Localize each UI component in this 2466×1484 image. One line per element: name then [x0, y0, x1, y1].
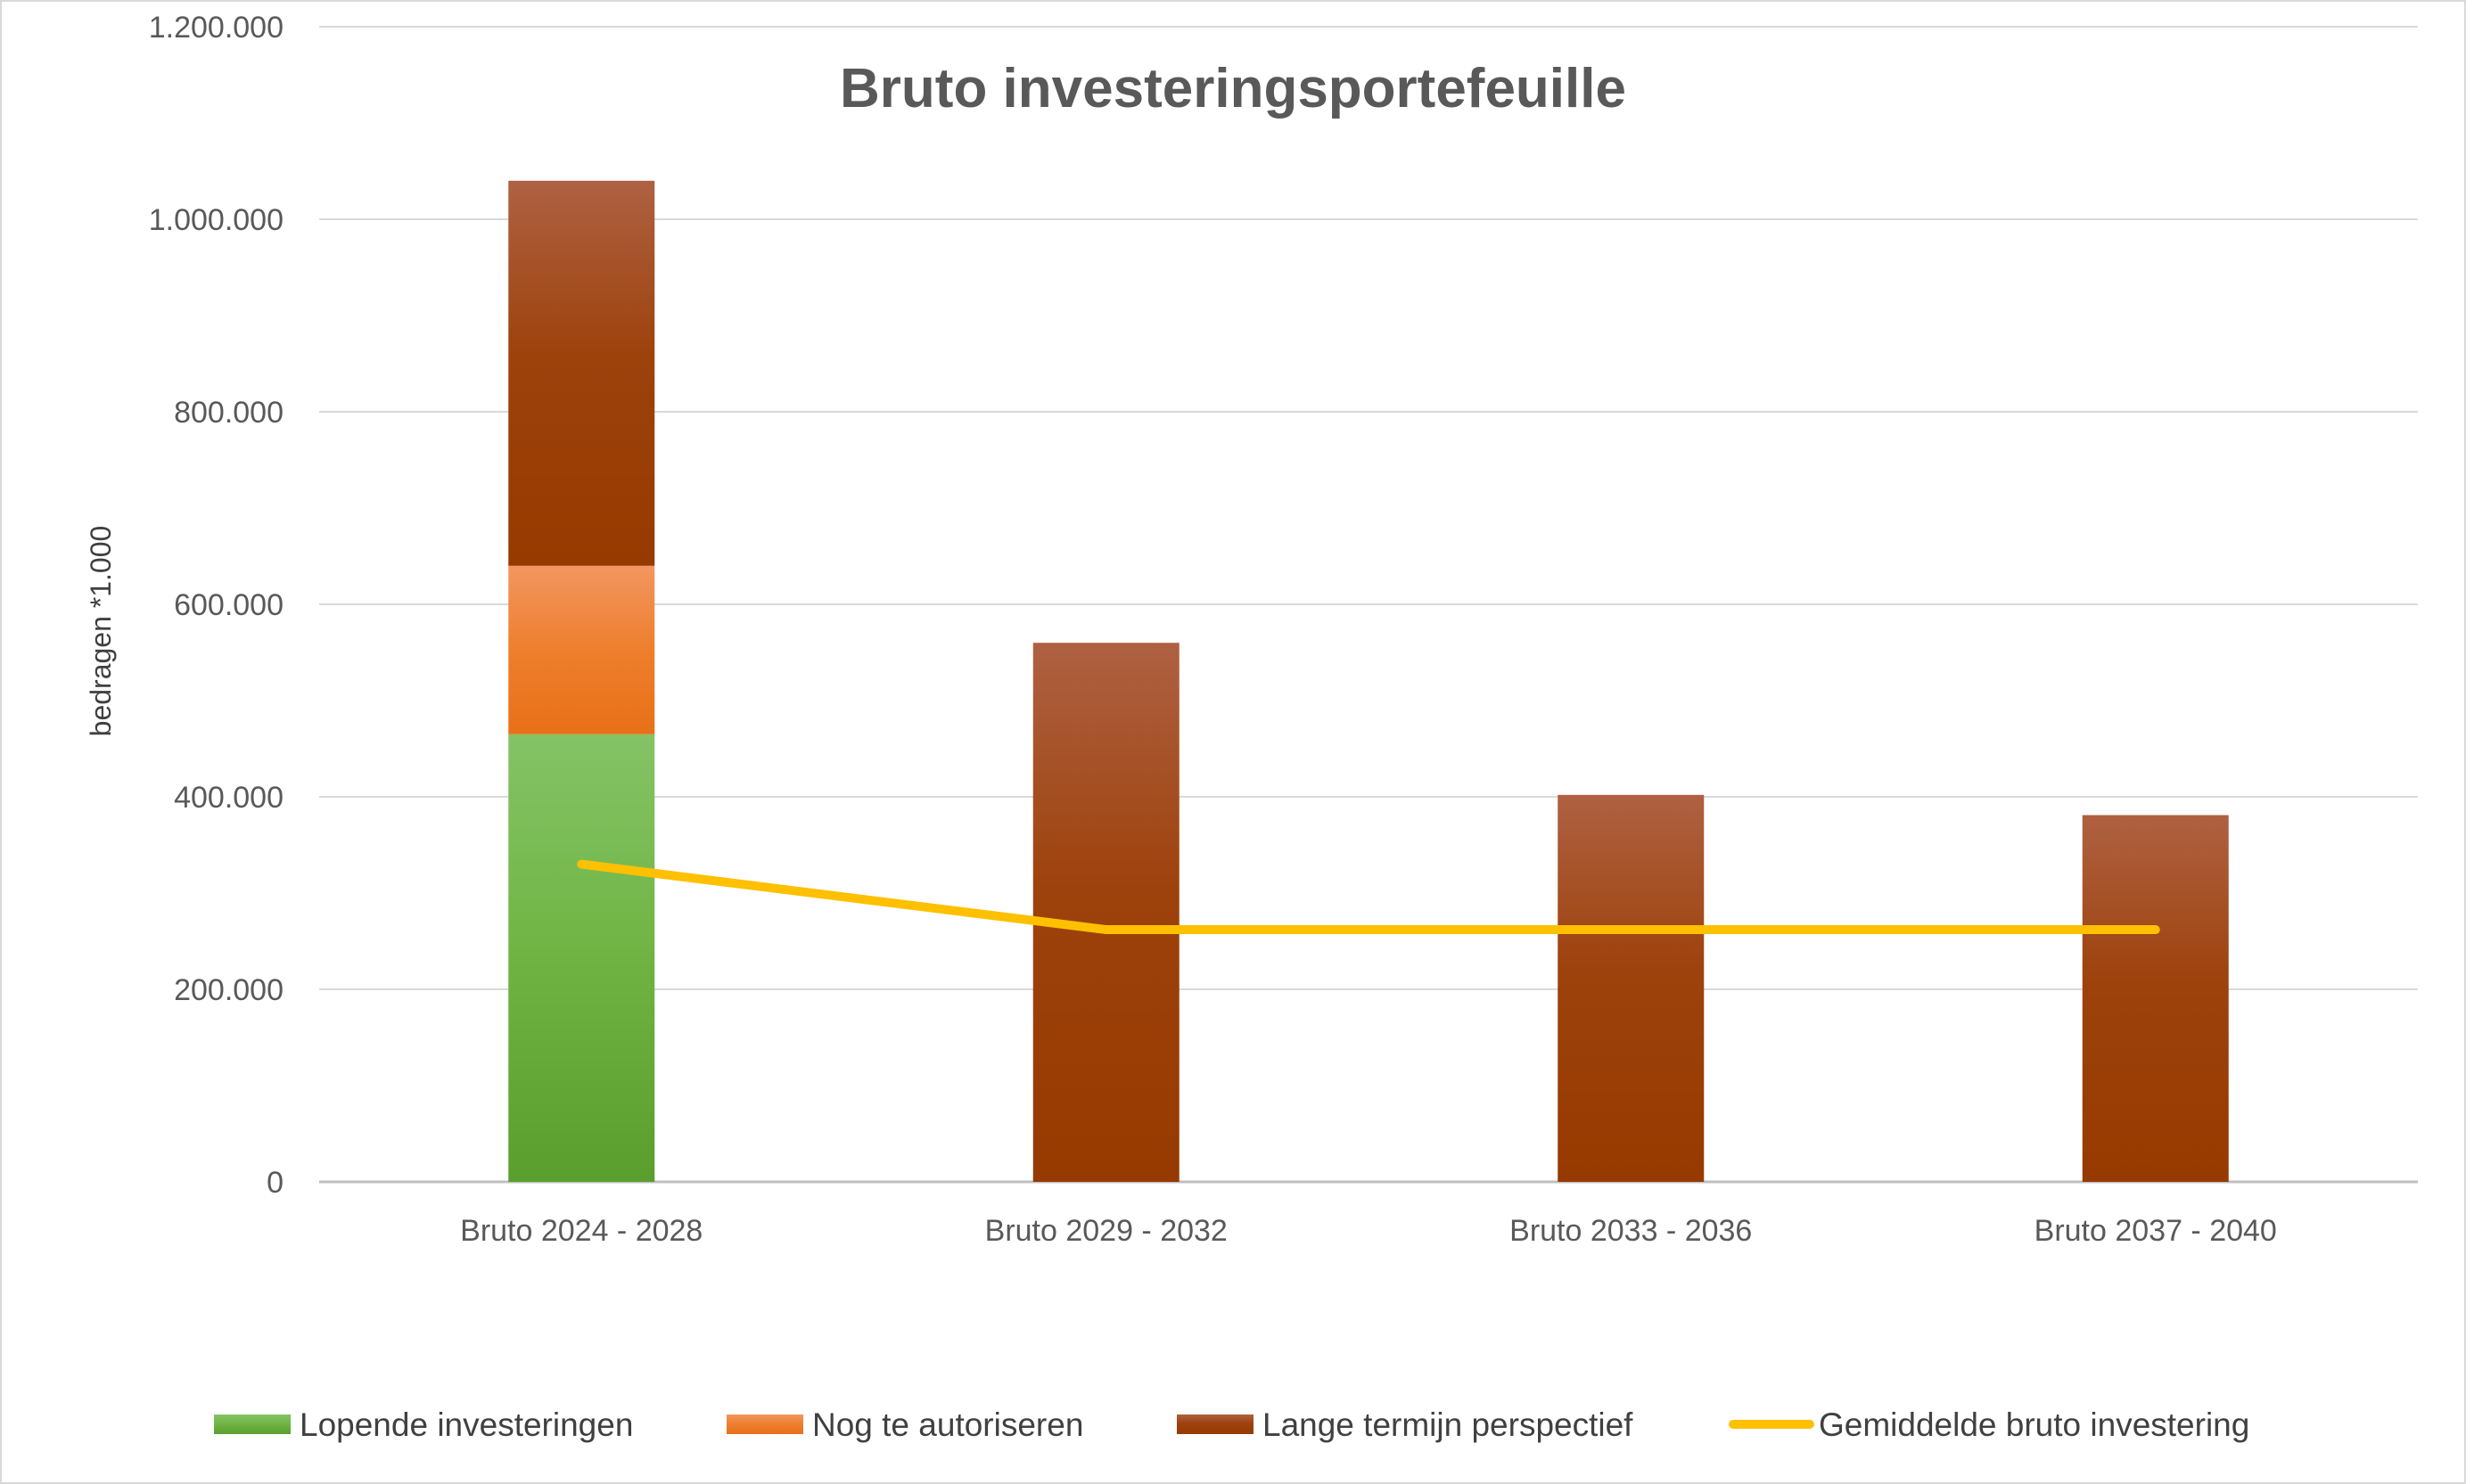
y-tick-label: 0	[267, 1166, 284, 1200]
bar-nog-te-autoriseren	[508, 565, 655, 734]
line-gemiddelde-bruto-investering	[577, 859, 2160, 935]
legend-swatch-lopende-investeringen	[214, 1414, 291, 1434]
legend: Lopende investeringen Nog te autoriseren L…	[214, 1406, 2249, 1443]
y-tick-label: 1.000.000	[149, 203, 284, 237]
y-tick-label: 800.000	[174, 396, 284, 430]
bar-lange-termijn-perspectief	[1032, 643, 1180, 1182]
y-tick-label: 200.000	[174, 973, 284, 1007]
legend-label-gemiddelde-bruto-investering: Gemiddelde bruto investering	[1819, 1406, 2249, 1443]
bar-lange-termijn-perspectief	[508, 180, 655, 566]
x-tick-label: Bruto 2033 - 2036	[1509, 1214, 1752, 1248]
x-tick-label: Bruto 2024 - 2028	[460, 1214, 703, 1248]
legend-swatch-lange-termijn-perspectief	[1177, 1414, 1254, 1434]
y-axis-title: bedragen *1.000	[85, 526, 117, 737]
legend-swatch-nog-te-autoriseren	[727, 1414, 803, 1434]
bar-lange-termijn-perspectief	[1558, 794, 1705, 1182]
chart-title: Bruto investeringsportefeuille	[840, 58, 1626, 119]
y-tick-label: 1.200.000	[149, 11, 284, 45]
legend-label-nog-te-autoriseren: Nog te autoriseren	[812, 1406, 1083, 1443]
bar-lange-termijn-perspectief	[2082, 815, 2229, 1182]
bar-lopende-investeringen	[508, 734, 655, 1182]
legend-label-lopende-investeringen: Lopende investeringen	[300, 1406, 633, 1443]
y-tick-label: 600.000	[174, 588, 284, 622]
y-tick-label: 400.000	[174, 781, 284, 815]
legend-label-lange-termijn-perspectief: Lange termijn perspectief	[1262, 1406, 1633, 1443]
x-tick-label: Bruto 2037 - 2040	[2034, 1214, 2277, 1248]
x-tick-label: Bruto 2029 - 2032	[985, 1214, 1228, 1248]
